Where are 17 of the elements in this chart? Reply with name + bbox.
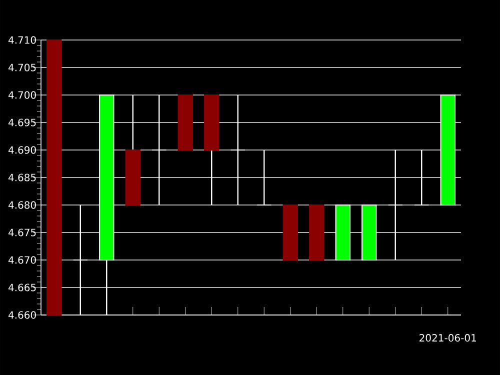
candlestick [256, 149, 272, 206]
x-tick-label: 2021-06-01 [420, 334, 476, 342]
y-tick-label: 4.700 [8, 91, 36, 99]
y-tick-label: 4.690 [8, 146, 36, 154]
candlestick [388, 149, 403, 261]
y-tick-label: 4.710 [8, 36, 36, 44]
y-tick-label: 4.685 [8, 174, 36, 182]
y-tick-label: 4.680 [8, 201, 36, 209]
y-tick-label: 4.660 [8, 311, 36, 319]
y-tick-label: 4.695 [8, 118, 36, 126]
y-tick-label: 4.705 [8, 64, 36, 72]
candlestick [414, 149, 430, 206]
candlestick [230, 94, 246, 206]
y-tick-label: 4.665 [8, 284, 36, 292]
y-tick-label: 4.670 [8, 256, 36, 264]
y-tick-label: 4.675 [8, 228, 36, 236]
candlestick [152, 94, 167, 206]
